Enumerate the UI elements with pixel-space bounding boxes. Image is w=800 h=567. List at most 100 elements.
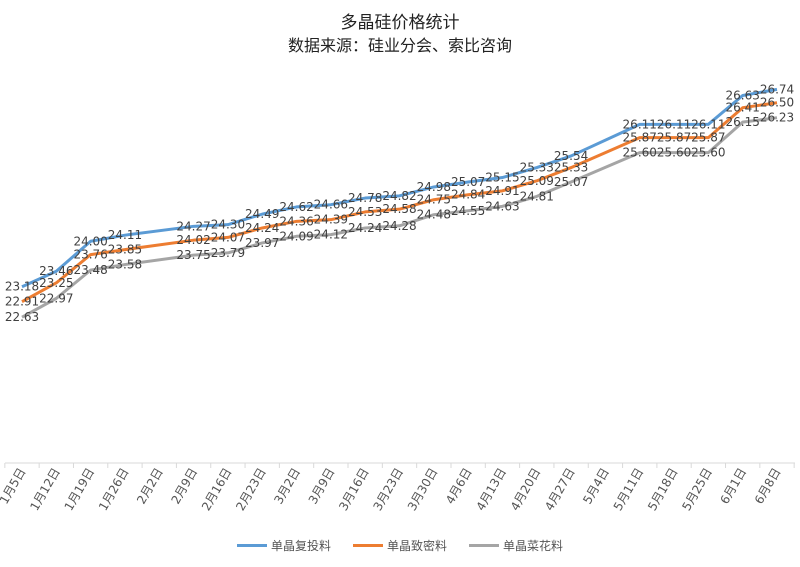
x-tick-label: 4月6日 bbox=[443, 466, 475, 507]
data-label: 24.36 bbox=[279, 214, 313, 228]
series-line bbox=[21, 87, 778, 289]
data-label: 23.97 bbox=[245, 236, 279, 250]
x-tick-label: 3月2日 bbox=[271, 466, 303, 507]
data-label: 24.91 bbox=[485, 184, 519, 198]
data-label: 25.60 bbox=[691, 146, 725, 160]
data-label: 24.28 bbox=[382, 219, 416, 233]
legend-swatch bbox=[236, 544, 267, 547]
data-label: 26.11 bbox=[691, 117, 725, 131]
data-label: 24.39 bbox=[314, 213, 348, 227]
data-label: 24.27 bbox=[176, 219, 210, 233]
legend-label: 单晶复投料 bbox=[270, 539, 331, 553]
data-label: 25.87 bbox=[691, 131, 725, 145]
data-label: 23.58 bbox=[108, 258, 142, 272]
x-tick-label: 6月8日 bbox=[752, 466, 784, 507]
data-label: 24.98 bbox=[417, 180, 451, 194]
data-label: 24.63 bbox=[485, 199, 519, 213]
data-label: 24.24 bbox=[245, 221, 279, 235]
data-label: 23.79 bbox=[211, 246, 245, 260]
data-label: 25.09 bbox=[520, 174, 554, 188]
data-label: 26.41 bbox=[726, 101, 760, 115]
data-label: 24.49 bbox=[245, 207, 279, 221]
legend-swatch bbox=[469, 544, 499, 547]
x-tick-label: 4月13日 bbox=[473, 466, 509, 514]
x-tick-label: 1月5日 bbox=[0, 466, 29, 507]
data-label: 25.07 bbox=[554, 175, 588, 189]
x-tick-label: 5月18日 bbox=[645, 466, 681, 514]
data-label: 24.48 bbox=[417, 208, 451, 222]
data-label: 24.02 bbox=[176, 233, 210, 247]
data-label: 22.97 bbox=[39, 291, 73, 305]
data-label: 26.15 bbox=[726, 115, 760, 129]
x-tick-label: 2月16日 bbox=[199, 466, 235, 514]
data-label: 24.07 bbox=[211, 230, 245, 244]
x-tick-label: 6月1日 bbox=[718, 466, 750, 507]
data-label: 26.50 bbox=[760, 96, 794, 110]
legend-item: 单晶复投料 bbox=[236, 537, 331, 554]
data-label: 26.11 bbox=[657, 117, 691, 131]
legend-item: 单晶菜花料 bbox=[469, 537, 563, 554]
data-label: 24.55 bbox=[451, 204, 485, 218]
data-label: 24.11 bbox=[108, 228, 142, 242]
x-tick-label: 5月25日 bbox=[679, 466, 715, 514]
data-label: 24.53 bbox=[348, 205, 382, 219]
x-tick-label: 5月4日 bbox=[580, 466, 612, 507]
data-label: 23.85 bbox=[108, 243, 142, 257]
x-tick-label: 1月26日 bbox=[96, 466, 132, 514]
data-label: 25.60 bbox=[623, 146, 657, 160]
x-tick-label: 4月20日 bbox=[508, 466, 544, 514]
data-label: 24.81 bbox=[520, 189, 554, 203]
x-tick-label: 1月12日 bbox=[27, 466, 63, 514]
series-line bbox=[21, 101, 778, 304]
data-label: 24.58 bbox=[382, 202, 416, 216]
data-label: 26.63 bbox=[726, 89, 760, 103]
data-label: 24.24 bbox=[348, 221, 382, 235]
data-label: 25.07 bbox=[451, 175, 485, 189]
data-label: 24.78 bbox=[348, 191, 382, 205]
data-label: 23.76 bbox=[73, 248, 107, 262]
data-label: 25.33 bbox=[520, 161, 554, 175]
data-label: 25.33 bbox=[554, 161, 588, 175]
data-label: 25.87 bbox=[657, 131, 691, 145]
x-tick-label: 1月19日 bbox=[62, 466, 98, 514]
data-label: 24.84 bbox=[451, 188, 485, 202]
data-label: 25.54 bbox=[554, 149, 588, 163]
legend-label: 单晶致密料 bbox=[386, 539, 447, 553]
data-label: 24.09 bbox=[279, 229, 313, 243]
data-label: 26.74 bbox=[760, 82, 794, 96]
data-label: 23.75 bbox=[176, 248, 210, 262]
chart-title: 多晶硅价格统计 bbox=[340, 13, 460, 33]
x-tick-label: 2月9日 bbox=[168, 466, 200, 507]
data-label: 24.75 bbox=[417, 193, 451, 207]
data-label: 24.12 bbox=[314, 228, 348, 242]
data-label: 23.46 bbox=[39, 264, 73, 278]
x-tick-label: 2月23日 bbox=[233, 466, 269, 514]
x-tick-label: 5月11日 bbox=[611, 466, 647, 514]
data-label: 24.82 bbox=[382, 189, 416, 203]
data-label: 24.00 bbox=[73, 234, 107, 248]
data-label: 23.18 bbox=[5, 280, 39, 294]
legend-item: 单晶致密料 bbox=[352, 537, 447, 554]
data-label: 24.62 bbox=[279, 200, 313, 214]
legend: 单晶复投料 单晶致密料 单晶菜花料 bbox=[0, 537, 800, 554]
data-label: 23.25 bbox=[39, 276, 73, 290]
data-label: 25.87 bbox=[623, 131, 657, 145]
x-tick-label: 3月16日 bbox=[336, 466, 372, 514]
data-label: 25.60 bbox=[657, 146, 691, 160]
chart-subtitle: 数据来源：硅业分会、索比咨询 bbox=[287, 36, 512, 55]
legend-label: 单晶菜花料 bbox=[503, 539, 564, 553]
x-tick-label: 2月2日 bbox=[134, 466, 166, 507]
x-tick-label: 4月27日 bbox=[542, 466, 578, 514]
data-label: 24.30 bbox=[211, 218, 245, 232]
data-label: 26.23 bbox=[760, 111, 794, 125]
data-label: 24.66 bbox=[314, 198, 348, 212]
data-label: 22.63 bbox=[5, 310, 39, 324]
x-tick-label: 3月23日 bbox=[371, 466, 407, 514]
data-label: 22.91 bbox=[5, 295, 39, 309]
x-tick-label: 3月30日 bbox=[405, 466, 441, 514]
series-line bbox=[21, 116, 778, 319]
data-label: 26.11 bbox=[623, 117, 657, 131]
legend-swatch bbox=[352, 544, 383, 547]
